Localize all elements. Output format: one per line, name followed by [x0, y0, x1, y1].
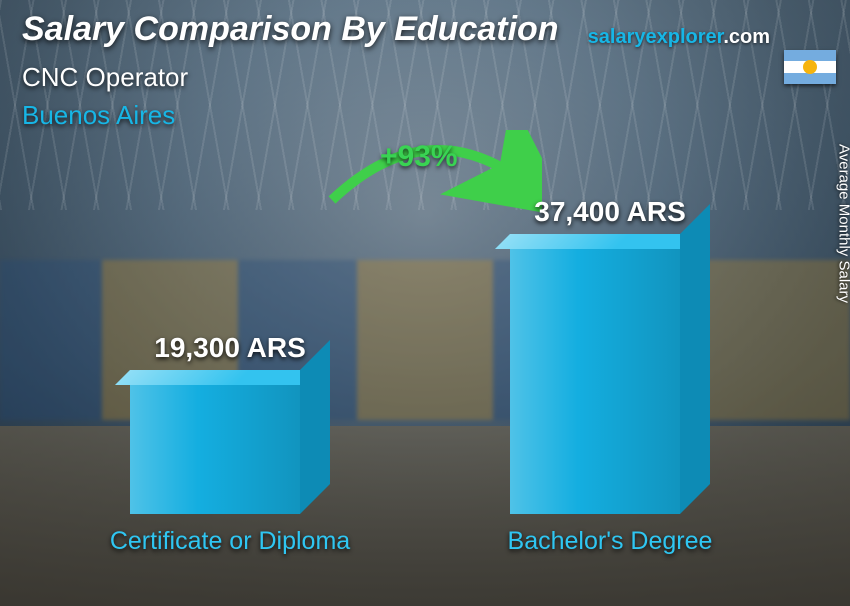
- bar-side-face: [300, 340, 330, 514]
- flag-band-top: [784, 50, 836, 61]
- percent-increase-badge: +93%: [380, 140, 458, 174]
- bar-top-shade: [495, 234, 710, 249]
- bar-chart: +93% 19,300 ARS 37,400 ARS Certif: [80, 160, 760, 566]
- y-axis-label: Average Monthly Salary: [836, 144, 850, 303]
- bar-slot: 37,400 ARS: [500, 196, 720, 514]
- bar-front-shade: [130, 385, 300, 514]
- category-label: Bachelor's Degree: [460, 527, 760, 556]
- bar-slot: 19,300 ARS: [120, 332, 340, 514]
- subtitle-role: CNC Operator: [22, 62, 188, 93]
- watermark: salaryexplorer.com: [588, 26, 770, 49]
- bar-side-face: [680, 204, 710, 514]
- flag-argentina-icon: [784, 50, 836, 84]
- subtitle-location: Buenos Aires: [22, 100, 175, 131]
- bar-top-shade: [115, 370, 330, 385]
- watermark-main: salaryexplorer: [588, 26, 724, 48]
- bar-3d: [130, 370, 330, 514]
- category-label: Certificate or Diploma: [80, 527, 380, 556]
- page-title: Salary Comparison By Education: [22, 10, 559, 49]
- infographic-canvas: Salary Comparison By Education CNC Opera…: [0, 0, 850, 606]
- watermark-domain: .com: [723, 26, 770, 48]
- bar-value-label: 19,300 ARS: [120, 332, 340, 364]
- bar-3d: [510, 234, 710, 514]
- bar-front-shade: [510, 249, 680, 514]
- flag-band-bot: [784, 73, 836, 84]
- bar-value-label: 37,400 ARS: [500, 196, 720, 228]
- flag-sun-icon: [804, 61, 816, 73]
